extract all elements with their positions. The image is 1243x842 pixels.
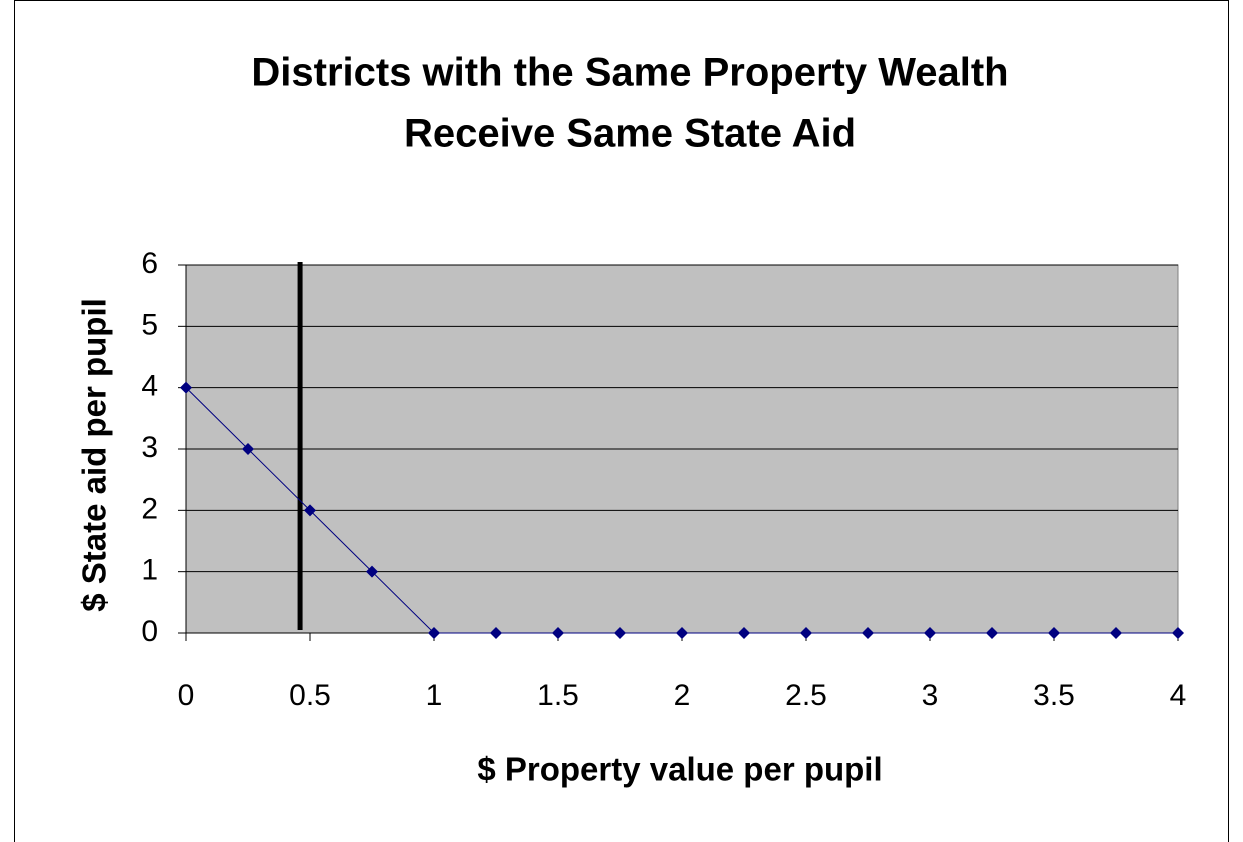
x-tick-label: 4 bbox=[1170, 679, 1187, 712]
data-point bbox=[304, 504, 316, 517]
x-axis-label: $ Property value per pupil bbox=[477, 751, 882, 788]
x-tick-label: 2 bbox=[674, 679, 691, 712]
data-point bbox=[738, 627, 750, 639]
data-point bbox=[1172, 627, 1184, 639]
data-point bbox=[800, 627, 812, 639]
x-tick-label: 3 bbox=[922, 679, 939, 712]
x-tick-label: 0 bbox=[178, 679, 195, 712]
data-point bbox=[1110, 627, 1122, 639]
y-tick-label: 3 bbox=[141, 431, 158, 464]
data-point bbox=[986, 627, 998, 639]
data-point bbox=[1048, 627, 1060, 639]
data-point bbox=[490, 627, 502, 639]
y-tick-label: 2 bbox=[141, 492, 158, 525]
y-tick-label: 6 bbox=[141, 247, 158, 280]
data-point bbox=[242, 443, 254, 455]
data-point bbox=[428, 627, 440, 639]
data-point bbox=[924, 627, 936, 639]
y-tick-label: 5 bbox=[141, 308, 158, 341]
y-tick-label: 1 bbox=[141, 554, 158, 587]
y-axis-label: $ State aid per pupil bbox=[76, 298, 113, 612]
data-point bbox=[366, 565, 378, 578]
data-point bbox=[180, 381, 192, 394]
x-tick-label: 0.5 bbox=[289, 679, 331, 712]
data-point bbox=[862, 627, 874, 639]
chart-title: Districts with the Same Property Wealth bbox=[251, 51, 1008, 95]
data-point bbox=[552, 627, 564, 639]
chart-title: Receive Same State Aid bbox=[404, 112, 856, 156]
y-tick-label: 4 bbox=[141, 370, 158, 403]
y-tick-label: 0 bbox=[141, 615, 158, 648]
data-point bbox=[614, 627, 626, 639]
x-tick-label: 3.5 bbox=[1033, 679, 1075, 712]
x-tick-label: 1 bbox=[426, 679, 443, 712]
x-tick-label: 1.5 bbox=[537, 679, 579, 712]
data-point bbox=[676, 627, 688, 639]
x-tick-label: 2.5 bbox=[785, 679, 827, 712]
